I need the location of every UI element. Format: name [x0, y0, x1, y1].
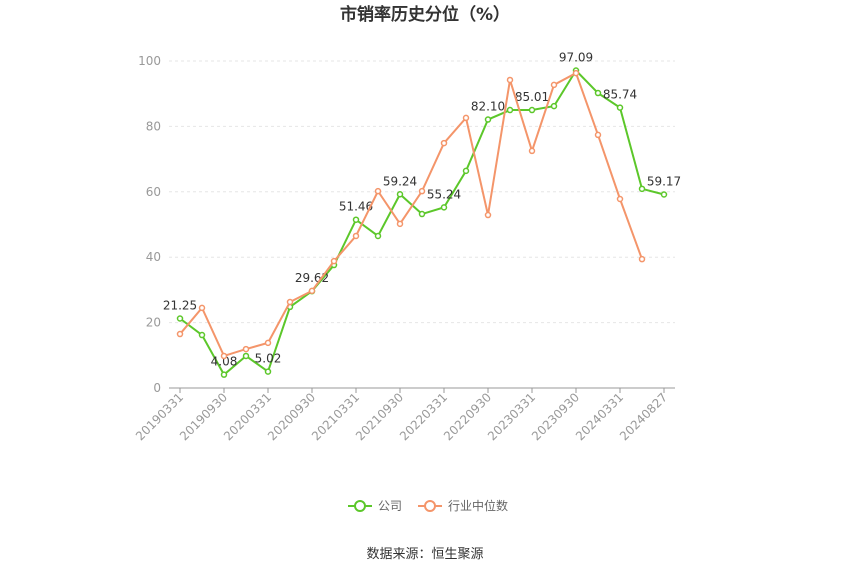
data-label: 82.10	[471, 100, 505, 114]
point	[528, 106, 536, 114]
point	[264, 368, 272, 375]
point	[506, 106, 514, 114]
point	[660, 191, 668, 198]
data-label: 59.24	[383, 174, 417, 188]
point	[594, 89, 602, 97]
legend-label: 行业中位数	[448, 498, 508, 513]
point	[220, 371, 228, 378]
point	[374, 232, 382, 240]
data-label: 51.46	[339, 200, 373, 214]
legend-label: 公司	[378, 499, 402, 513]
data-label: 59.17	[647, 175, 681, 189]
point	[308, 287, 316, 295]
point	[396, 191, 404, 198]
point	[286, 298, 294, 306]
y-tick-label: 20	[146, 316, 161, 330]
data-label: 21.25	[163, 299, 197, 313]
point	[242, 352, 250, 360]
data-label: 29.62	[295, 271, 329, 285]
legend-marker	[354, 500, 366, 512]
data-label: 85.74	[603, 88, 637, 102]
point	[264, 339, 272, 347]
y-tick-label: 100	[138, 54, 161, 68]
series-line	[179, 71, 643, 358]
point	[176, 330, 184, 338]
y-tick-label: 80	[146, 119, 161, 133]
x-tick-label: 20240827	[617, 390, 670, 443]
point	[638, 255, 646, 263]
point	[220, 352, 228, 360]
point	[506, 76, 514, 84]
point	[198, 331, 206, 339]
point	[440, 139, 448, 147]
point	[440, 204, 448, 211]
point	[396, 220, 404, 228]
point	[352, 232, 360, 240]
point	[528, 147, 536, 155]
point	[330, 257, 338, 265]
point	[418, 187, 426, 195]
point	[484, 211, 492, 219]
point	[638, 185, 646, 193]
point	[176, 315, 184, 322]
y-tick-label: 40	[146, 250, 161, 264]
source-note: 数据来源：恒生聚源	[366, 547, 483, 562]
point	[550, 81, 558, 89]
point	[462, 114, 470, 122]
data-label: 4.08	[211, 355, 238, 369]
point	[594, 131, 602, 139]
point	[572, 69, 580, 77]
point	[616, 195, 624, 203]
data-label: 85.01	[515, 90, 549, 104]
point	[198, 304, 206, 312]
point	[550, 102, 558, 110]
data-label: 5.02	[255, 352, 282, 366]
point	[374, 187, 382, 195]
data-label: 55.24	[427, 187, 461, 201]
point	[242, 345, 250, 353]
chart-title: 市销率历史分位（%）	[340, 4, 510, 25]
point	[462, 167, 470, 175]
point	[418, 210, 426, 218]
point	[484, 116, 492, 123]
point	[616, 104, 624, 111]
y-tick-label: 60	[146, 185, 161, 199]
data-label: 97.09	[559, 51, 593, 65]
y-tick-label: 0	[153, 381, 161, 395]
legend-marker	[424, 500, 437, 512]
point	[352, 216, 360, 223]
